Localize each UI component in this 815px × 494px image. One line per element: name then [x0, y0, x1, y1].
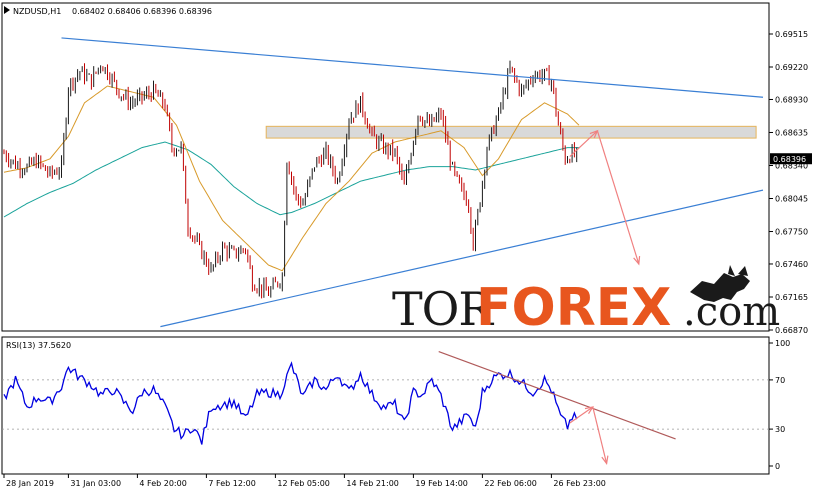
price-axis-label: 0.68340	[775, 161, 808, 170]
time-axis-label: 12 Feb 05:00	[277, 479, 329, 488]
rsi-axis-label: 100	[775, 339, 790, 348]
price-axis-label: 0.69515	[775, 30, 808, 39]
rsi-axis-label: 30	[775, 425, 785, 434]
time-axis-label: 31 Jan 03:00	[70, 479, 121, 488]
price-axis-label: 0.67460	[775, 260, 808, 269]
price-layer	[3, 37, 764, 328]
rsi-axis-label: 0	[775, 462, 780, 471]
forecast-arrow-down	[596, 130, 640, 265]
lower-trendline	[160, 189, 764, 328]
rsi-layer	[2, 351, 769, 466]
time-axis-label: 26 Feb 23:00	[553, 479, 605, 488]
torforex-watermark: TOR FOREX .com	[392, 265, 780, 338]
price-axis-label: 0.67750	[775, 228, 808, 237]
rsi-arrow-down-head	[601, 455, 609, 466]
current-price-tag: 0.68396	[770, 153, 812, 165]
rsi-trendline	[438, 351, 676, 440]
price-axis-label: 0.66870	[775, 326, 808, 335]
price-axis-label: 0.68930	[775, 95, 808, 104]
time-axis-label: 19 Feb 14:00	[415, 479, 467, 488]
watermark-tor: TOR	[392, 282, 494, 336]
watermark-forex: FOREX	[476, 278, 671, 338]
chart-type-icon	[4, 6, 10, 14]
time-axis-label: 7 Feb 12:00	[208, 479, 255, 488]
rsi-axis-label: 70	[775, 376, 785, 385]
forecast-arrow-up	[569, 130, 598, 157]
time-axis-label: 14 Feb 21:00	[346, 479, 398, 488]
chart-header: NZDUSD,H1 0.68402 0.68406 0.68396 0.6839…	[4, 6, 212, 16]
price-axis-label: 0.69220	[775, 63, 808, 72]
rsi-arrow-down	[592, 406, 608, 464]
ma-fast-line	[3, 85, 580, 272]
price-axis-label: 0.67165	[775, 293, 808, 302]
time-axis: 28 Jan 2019 31 Jan 03:00 4 Feb 20:00 7 Feb …	[3, 474, 606, 488]
time-axis-label: 22 Feb 06:00	[484, 479, 536, 488]
rsi-panel[interactable]	[1, 336, 770, 475]
price-axis: 0.69515 0.69220 0.68930 0.68635 0.68340 0.680…	[769, 30, 808, 335]
symbol-title: NZDUSD,H1	[13, 7, 61, 16]
forecast-arrow-down-head	[633, 255, 641, 266]
ma-slow-line	[3, 141, 579, 218]
current-price-label: 0.68396	[773, 155, 806, 164]
price-panel[interactable]	[1, 2, 770, 332]
rsi-axis: 100 70 30 0	[769, 339, 790, 471]
price-axis-label: 0.68635	[775, 128, 808, 137]
bull-logo-icon	[690, 265, 750, 302]
rsi-line	[3, 361, 578, 445]
rsi-title: RSI(13) 37.5620	[6, 341, 71, 350]
ohlc-values: 0.68402 0.68406 0.68396 0.68396	[72, 7, 212, 16]
time-axis-label: 28 Jan 2019	[6, 479, 54, 488]
rsi-arrow-up	[569, 406, 594, 424]
upper-trendline	[61, 37, 764, 98]
time-axis-label: 4 Feb 20:00	[139, 479, 186, 488]
price-axis-label: 0.68045	[775, 195, 808, 204]
